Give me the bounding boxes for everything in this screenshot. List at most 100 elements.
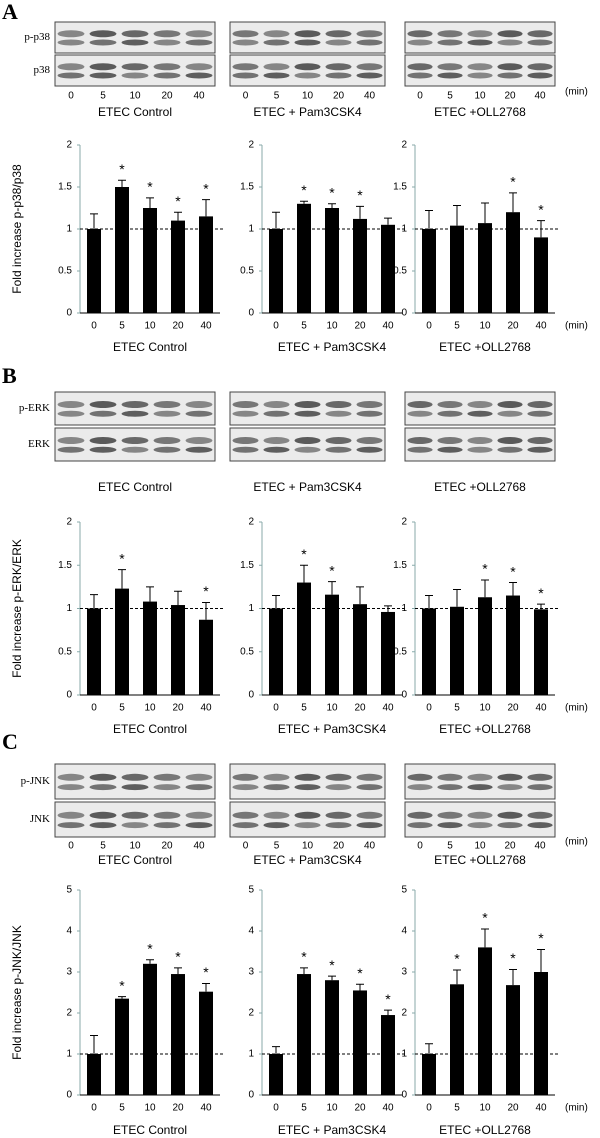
blot-band [185,410,213,417]
lane-unit: (min) [565,837,588,848]
lane-unit: (min) [565,87,588,98]
bar [115,998,129,1095]
significance-marker: * [538,201,544,217]
x-tick-label: 40 [200,1103,212,1114]
error-bar [90,1035,98,1054]
significance-marker: * [119,550,125,566]
chart-title: ETEC + Pam3CSK4 [278,722,387,736]
blot-band [185,773,213,781]
x-tick-label: 5 [119,1103,125,1114]
blot-title: ETEC +OLL2768 [434,105,526,119]
blot-band [356,410,383,417]
blot-band [497,784,523,791]
x-tick-label: 10 [479,1103,491,1114]
blot-band [325,410,352,417]
blot [229,763,386,800]
y-tick-label: 2 [248,1008,254,1019]
blot-band [121,72,149,79]
blot-band [325,401,352,409]
lane-label: 40 [364,91,376,102]
y-tick-label: 5 [248,885,254,896]
bar [297,974,311,1095]
blot-band [437,39,463,46]
blot-band [437,784,463,791]
y-tick-label: 0.5 [393,266,407,277]
blot-band [263,822,290,829]
lane-label: 10 [129,91,141,102]
blot-band [527,822,553,829]
significance-marker: * [203,180,209,196]
blot-band [325,72,352,79]
lane-label: 20 [333,841,345,852]
error-bar [328,975,336,981]
y-tick-label: 1 [401,1049,407,1060]
lane-label: 40 [364,841,376,852]
bar [506,985,520,1095]
lane-label: 0 [243,841,249,852]
blot-band [356,72,383,79]
y-tick-label: 0.5 [58,646,72,657]
blot-band [407,39,433,46]
blot-band [356,401,383,409]
y-tick-label: 1 [66,603,72,614]
blot-row-label: p38 [34,64,51,76]
blot-band [57,410,85,417]
lane-label: 5 [274,841,280,852]
x-tick-label: 0 [426,703,432,714]
blot-band [407,773,433,781]
blot-band [185,63,213,71]
blot-band [263,63,290,71]
bar [269,1054,283,1095]
bar [143,208,157,313]
error-bar [202,199,210,217]
x-tick-label: 0 [91,703,97,714]
blot-band [232,773,259,781]
error-bar [202,982,210,992]
blot-band [497,822,523,829]
chart-title: ETEC +OLL2768 [439,340,531,354]
bar [325,594,339,695]
blot-band [57,401,85,409]
y-tick-label: 2 [248,517,254,528]
bar [450,984,464,1095]
x-tick-label: 5 [301,703,307,714]
x-tick-label: 5 [301,321,307,332]
x-tick-label: 10 [479,321,491,332]
y-tick-label: 1 [248,224,254,235]
lane-label: 5 [447,841,453,852]
chart-title: ETEC Control [113,722,187,736]
y-tick-label: 2 [248,140,254,151]
error-bar [174,590,182,606]
blot-band [294,773,321,781]
significance-marker: * [119,977,125,993]
blot-band [57,773,85,781]
y-tick-label: 0 [401,690,407,701]
lane-label: 5 [100,841,106,852]
error-bar [356,983,364,991]
x-tick-label: 40 [535,703,547,714]
significance-marker: * [510,950,516,966]
blot-band [121,822,149,829]
blot-band [407,72,433,79]
blot-band [263,30,290,38]
blot-band [232,811,259,819]
blot-band [467,63,493,71]
x-tick-label: 0 [273,321,279,332]
blot-band [263,446,290,453]
blot-band [467,437,493,445]
blot-band [437,72,463,79]
blot-title: ETEC +OLL2768 [434,853,526,867]
significance-marker: * [329,957,335,973]
significance-marker: * [175,193,181,209]
y-tick-label: 1 [248,1049,254,1060]
blot-band [57,822,85,829]
blot-band [153,401,181,409]
error-bar [90,213,98,229]
significance-marker: * [357,187,363,203]
bar [171,220,185,313]
bar [297,582,311,695]
blot-band [89,811,117,819]
x-tick-label: 5 [454,703,460,714]
blot-band [57,811,85,819]
